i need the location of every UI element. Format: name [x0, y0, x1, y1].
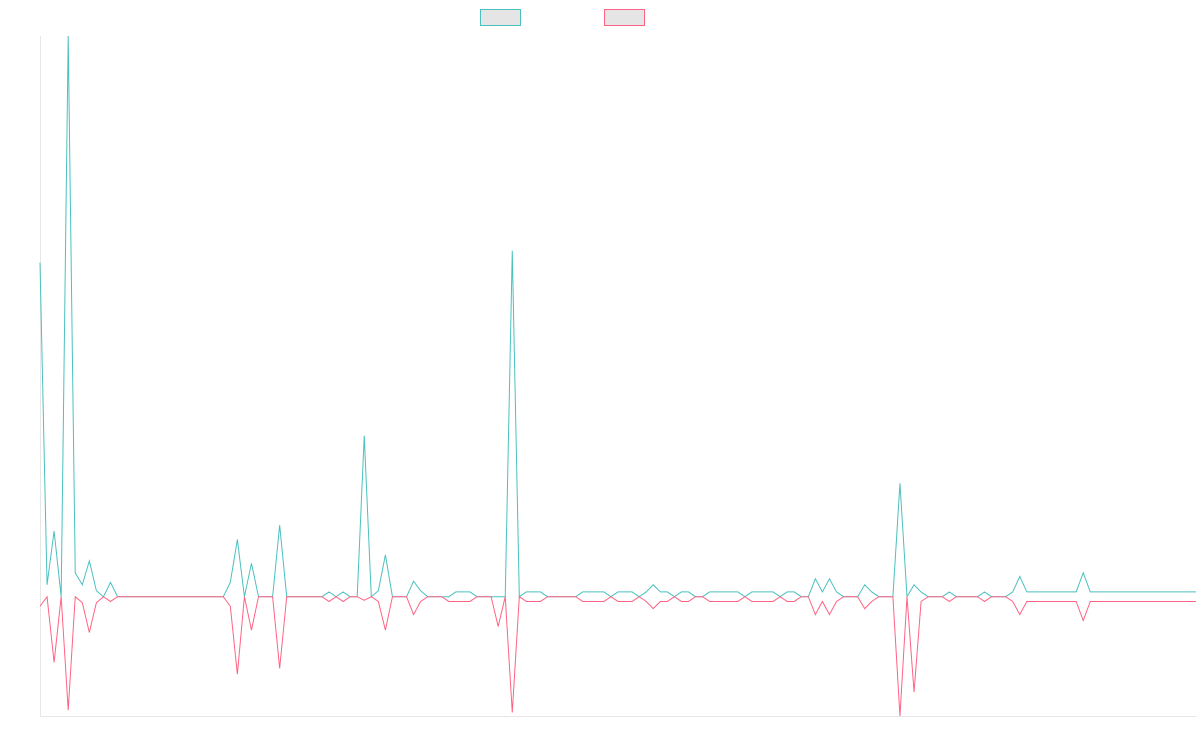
series-group — [39, 35, 1196, 717]
series-line-2 — [39, 595, 1196, 717]
legend-swatch-1[interactable] — [480, 9, 521, 26]
series-line-1 — [39, 35, 1196, 599]
legend-swatch-2[interactable] — [604, 9, 645, 26]
legend — [480, 9, 645, 26]
